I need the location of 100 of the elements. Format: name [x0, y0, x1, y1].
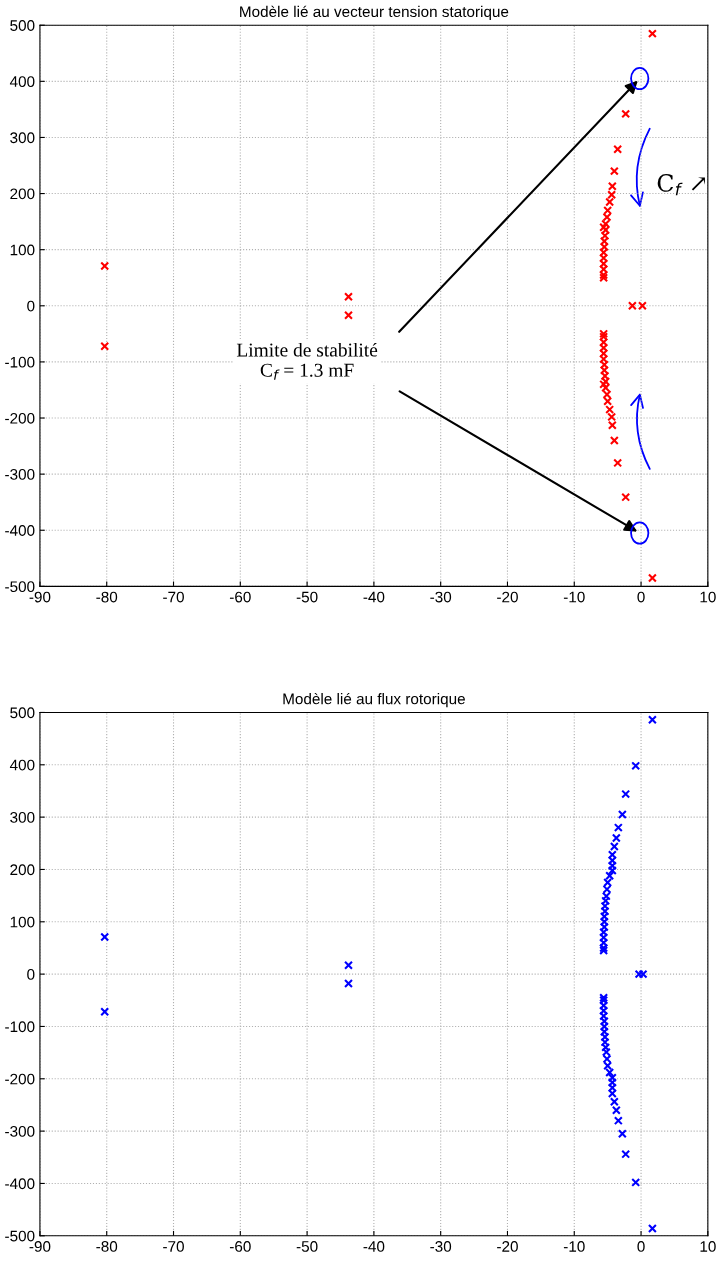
- y-tick-label: 200: [10, 864, 35, 876]
- point: [607, 1073, 617, 1083]
- y-tick-label: 500: [10, 20, 35, 31]
- point: [599, 1027, 609, 1037]
- x-tick-label: -70: [163, 1241, 184, 1252]
- x-tick-label: -20: [497, 591, 518, 603]
- point: [599, 253, 609, 263]
- point: [603, 878, 613, 888]
- point: [603, 205, 613, 215]
- point: [601, 896, 611, 906]
- point: [647, 1223, 657, 1233]
- point: [599, 922, 609, 932]
- y-tick-label: -400: [5, 525, 35, 536]
- point: [605, 871, 615, 881]
- y-tick-label: -500: [5, 1230, 35, 1242]
- x-tick-label: -50: [296, 591, 318, 603]
- point: [599, 354, 609, 364]
- annotation: C$_{f}$ ↗: [657, 173, 705, 196]
- x-tick-label: -50: [296, 1241, 318, 1252]
- point: [631, 1177, 641, 1187]
- point: [617, 1129, 627, 1139]
- x-tick-label: -90: [29, 1241, 51, 1252]
- point: [599, 337, 609, 347]
- point: [607, 856, 617, 866]
- point: [603, 1061, 613, 1071]
- x-tick-label: -80: [96, 591, 118, 603]
- point: [599, 1016, 609, 1026]
- point: [613, 1116, 623, 1126]
- x-tick-label: -20: [497, 1241, 518, 1252]
- point: [600, 906, 610, 916]
- point: [599, 912, 609, 922]
- x-tick-label: -40: [363, 1241, 385, 1252]
- point: [634, 969, 644, 979]
- y-tick-label: 400: [9, 76, 35, 88]
- point: [599, 348, 609, 358]
- point: [621, 1149, 631, 1159]
- point: [599, 236, 609, 246]
- point: [613, 458, 623, 468]
- point: [611, 833, 621, 843]
- x-tick-label: -30: [430, 1241, 452, 1252]
- point: [344, 310, 354, 320]
- point: [607, 861, 617, 871]
- point: [647, 715, 657, 725]
- point: [607, 190, 617, 200]
- x-tick-label: 10: [700, 1241, 716, 1252]
- chart-title: Modèle lié au vecteur tension statorique: [240, 5, 509, 21]
- y-tick-label: 300: [10, 812, 35, 823]
- y-tick-label: 400: [9, 759, 35, 771]
- point: [613, 144, 623, 154]
- point: [607, 1088, 617, 1098]
- point: [600, 901, 610, 911]
- x-tick-label: -10: [563, 1241, 585, 1252]
- point: [605, 197, 615, 207]
- point: [599, 242, 609, 252]
- point: [344, 292, 354, 302]
- point: [599, 360, 609, 370]
- point: [621, 109, 631, 119]
- y-tick-label: 100: [10, 244, 35, 256]
- x-tick-label: -30: [430, 591, 452, 603]
- point: [602, 212, 612, 222]
- point: [599, 1011, 609, 1021]
- point: [611, 1105, 621, 1115]
- y-tick-label: -300: [5, 1125, 35, 1137]
- point: [609, 166, 619, 176]
- y-tick-label: -100: [5, 356, 35, 368]
- point: [609, 435, 619, 445]
- point: [638, 969, 648, 979]
- annotation: Limite de stabilité C$_{f}$ = 1.3 mF: [236, 342, 378, 380]
- point: [599, 247, 609, 257]
- y-tick-label: 0: [27, 300, 35, 312]
- point: [601, 1042, 611, 1052]
- x-tick-label: -40: [363, 591, 385, 603]
- point: [607, 420, 617, 430]
- x-tick-label: -10: [563, 591, 585, 603]
- point: [599, 1021, 609, 1031]
- point: [344, 960, 354, 970]
- point: [647, 29, 657, 39]
- x-tick-label: 0: [637, 591, 645, 603]
- point: [599, 1001, 609, 1011]
- point: [621, 492, 631, 502]
- point: [609, 1097, 619, 1107]
- x-tick-label: -90: [29, 591, 51, 603]
- point: [621, 789, 631, 799]
- point: [599, 1006, 609, 1016]
- point: [100, 261, 110, 271]
- y-tick-label: 300: [10, 132, 35, 144]
- point: [599, 927, 609, 937]
- point: [631, 761, 641, 771]
- point: [602, 389, 612, 399]
- point: [344, 979, 354, 989]
- x-tick-label: -70: [163, 591, 184, 603]
- point: [100, 341, 110, 351]
- y-tick-label: -100: [5, 1021, 35, 1033]
- point: [599, 259, 609, 269]
- point: [599, 365, 609, 375]
- point: [100, 932, 110, 942]
- y-tick-label: -200: [5, 412, 35, 424]
- point: [599, 938, 609, 948]
- point: [607, 865, 617, 876]
- point: [599, 343, 609, 353]
